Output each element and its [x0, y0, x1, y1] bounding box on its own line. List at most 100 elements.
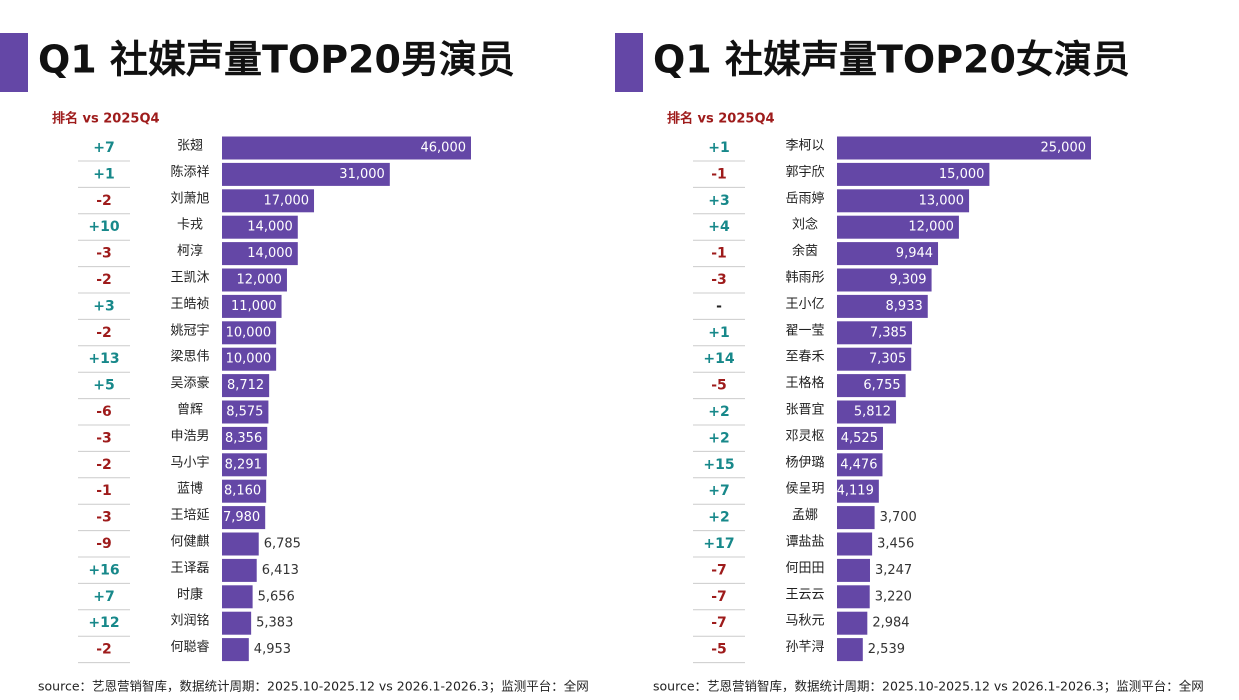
value-label: 3,700 — [880, 510, 917, 525]
chart-title: Q1 社媒声量TOP20男演员 — [38, 38, 515, 82]
bar — [222, 242, 298, 266]
rank-change: -3 — [96, 246, 112, 262]
value-label: 4,525 — [841, 431, 878, 446]
bar — [837, 532, 873, 556]
bar — [837, 585, 870, 609]
category-label: 何聪睿 — [170, 639, 209, 655]
bar — [222, 638, 249, 662]
rank-change: -2 — [96, 193, 112, 209]
bar — [222, 479, 267, 503]
bar — [222, 426, 268, 450]
bar — [837, 374, 906, 398]
category-label: 杨伊璐 — [785, 455, 824, 470]
category-label: 郭宇欣 — [785, 164, 824, 180]
rank-change: -2 — [96, 272, 112, 288]
category-label: 吴添豪 — [170, 375, 209, 391]
rank-change: -3 — [96, 430, 112, 446]
bar — [837, 136, 1091, 160]
bar — [837, 347, 912, 371]
rank-change: +2 — [708, 430, 729, 446]
value-label: 10,000 — [226, 325, 272, 340]
rank-change: -2 — [96, 457, 112, 473]
bar — [837, 506, 875, 530]
bar — [837, 479, 879, 503]
bar — [837, 558, 870, 582]
category-label: 蓝博 — [177, 482, 203, 497]
category-label: 刘念 — [792, 217, 818, 233]
rank-change: +3 — [93, 298, 114, 314]
rank-change: +16 — [88, 562, 119, 578]
value-label: 4,119 — [837, 484, 874, 499]
value-label: 7,385 — [870, 325, 907, 340]
value-label: 11,000 — [231, 299, 277, 314]
bar — [222, 189, 315, 213]
rank-change: -3 — [96, 510, 112, 526]
rank-change: +7 — [93, 589, 114, 605]
value-label: 2,984 — [872, 616, 909, 631]
value-label: 4,476 — [840, 457, 877, 472]
rank-change: -9 — [96, 536, 112, 552]
rank-change: +7 — [708, 483, 729, 499]
rank-change: +2 — [708, 404, 729, 420]
bar — [837, 611, 868, 635]
category-label: 卡戎 — [177, 218, 203, 233]
category-label: 陈添祥 — [170, 164, 209, 180]
rank-change: -5 — [711, 378, 727, 394]
category-label: 岳雨婷 — [785, 190, 824, 206]
bar — [222, 506, 266, 530]
bar — [222, 321, 277, 345]
value-label: 8,712 — [227, 378, 264, 393]
bar — [837, 162, 990, 186]
value-label: 4,953 — [254, 642, 291, 657]
value-label: 7,305 — [869, 352, 906, 367]
bar — [837, 638, 863, 662]
bar — [222, 453, 267, 477]
category-label: 王凯沐 — [170, 271, 209, 286]
category-label: 谭盐盐 — [785, 535, 824, 550]
bar — [222, 611, 252, 635]
bar — [222, 374, 270, 398]
value-label: 2,539 — [868, 642, 905, 657]
rank-change: -7 — [711, 615, 727, 631]
category-label: 张翅 — [177, 138, 203, 154]
category-label: 孙芊浔 — [785, 639, 824, 655]
category-label: 姚冠宇 — [170, 323, 209, 338]
rank-change: -2 — [96, 642, 112, 658]
category-label: 王格格 — [785, 375, 824, 391]
category-label: 王译磊 — [170, 561, 209, 576]
category-label: 张晋宜 — [785, 403, 824, 418]
category-label: 申浩男 — [170, 429, 209, 444]
rank-change: +13 — [88, 351, 119, 367]
rank-change: +1 — [708, 325, 729, 341]
category-label: 马小宇 — [170, 455, 209, 470]
bar — [222, 347, 277, 371]
rank-change: -1 — [711, 166, 727, 182]
rank-change: - — [716, 298, 722, 314]
category-label: 王皓祯 — [170, 297, 209, 312]
bar — [837, 294, 928, 318]
rank-change: +2 — [708, 510, 729, 526]
rank-change: -7 — [711, 562, 727, 578]
rank-change: -6 — [96, 404, 112, 420]
value-label: 6,755 — [863, 378, 900, 393]
rank-change: -5 — [711, 642, 727, 658]
value-label: 5,656 — [258, 589, 295, 604]
source-note: source：艺恩营销智库，数据统计周期：2025.10-2025.12 vs … — [38, 679, 589, 694]
value-label: 9,309 — [889, 273, 926, 288]
value-label: 8,291 — [225, 457, 262, 472]
rank-header: 排名 vs 2025Q4 — [52, 111, 160, 127]
rank-change: +4 — [708, 219, 730, 235]
bar — [837, 242, 939, 266]
value-label: 3,456 — [877, 537, 914, 552]
rank-change: +15 — [703, 457, 734, 473]
bar — [837, 215, 959, 239]
category-label: 至春禾 — [785, 350, 824, 365]
rank-change: +12 — [88, 615, 119, 631]
value-label: 31,000 — [339, 167, 385, 182]
rank-change: +17 — [703, 536, 734, 552]
value-label: 6,413 — [262, 563, 299, 578]
category-label: 翟一莹 — [785, 323, 824, 338]
category-label: 孟娜 — [792, 508, 818, 523]
rank-change: -7 — [711, 589, 727, 605]
